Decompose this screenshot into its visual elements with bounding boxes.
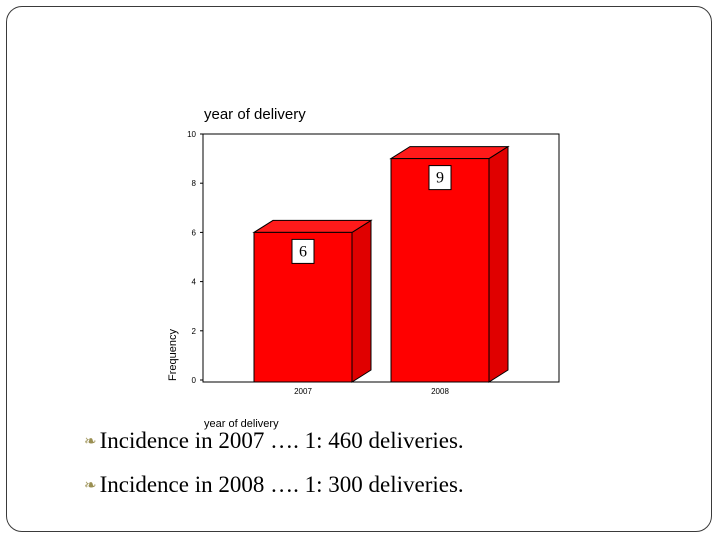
bar-2008: 9 xyxy=(389,145,510,383)
y-tick-label: 10 xyxy=(187,130,196,139)
bars: 69 xyxy=(252,145,510,383)
bullet-text: Incidence in 2008 …. 1: 300 deliveries. xyxy=(99,472,464,497)
x-axis-label: year of delivery xyxy=(204,418,279,430)
bullet-text: Incidence in 2007 …. 1: 460 deliveries. xyxy=(99,428,464,453)
bar-side-face xyxy=(488,145,509,383)
y-axis-label: Frequency xyxy=(167,329,179,381)
bar-top-face xyxy=(389,146,510,160)
x-tick-label: 2008 xyxy=(431,387,449,396)
bullet-item: ❧ Incidence in 2007 …. 1: 460 deliveries. xyxy=(84,426,464,470)
x-axis-tick-labels: 2007 2008 xyxy=(294,387,449,396)
chart-title: year of delivery xyxy=(204,106,306,123)
bullet-item: ❧ Incidence in 2008 …. 1: 300 deliveries. xyxy=(84,470,464,514)
y-tick-label: 2 xyxy=(192,327,197,336)
leaf-bullet-icon: ❧ xyxy=(84,432,97,450)
data-label-box xyxy=(291,238,315,264)
bar-2007: 6 xyxy=(252,219,373,383)
bar-front-face xyxy=(390,158,490,383)
data-label: 9 xyxy=(436,170,444,187)
bullet-list: ❧ Incidence in 2007 …. 1: 460 deliveries.… xyxy=(84,426,464,514)
bar-top-face xyxy=(252,219,373,233)
data-label-box xyxy=(428,165,452,191)
y-axis: 0 2 4 6 8 10 xyxy=(187,130,203,385)
data-label: 6 xyxy=(299,243,307,260)
leaf-bullet-icon: ❧ xyxy=(84,476,97,494)
x-tick-label: 2007 xyxy=(294,387,312,396)
y-tick-label: 4 xyxy=(192,278,197,287)
y-tick-label: 8 xyxy=(192,179,197,188)
y-tick-label: 6 xyxy=(192,228,197,237)
y-tick-label: 0 xyxy=(192,376,197,385)
bar-side-face xyxy=(351,219,372,383)
